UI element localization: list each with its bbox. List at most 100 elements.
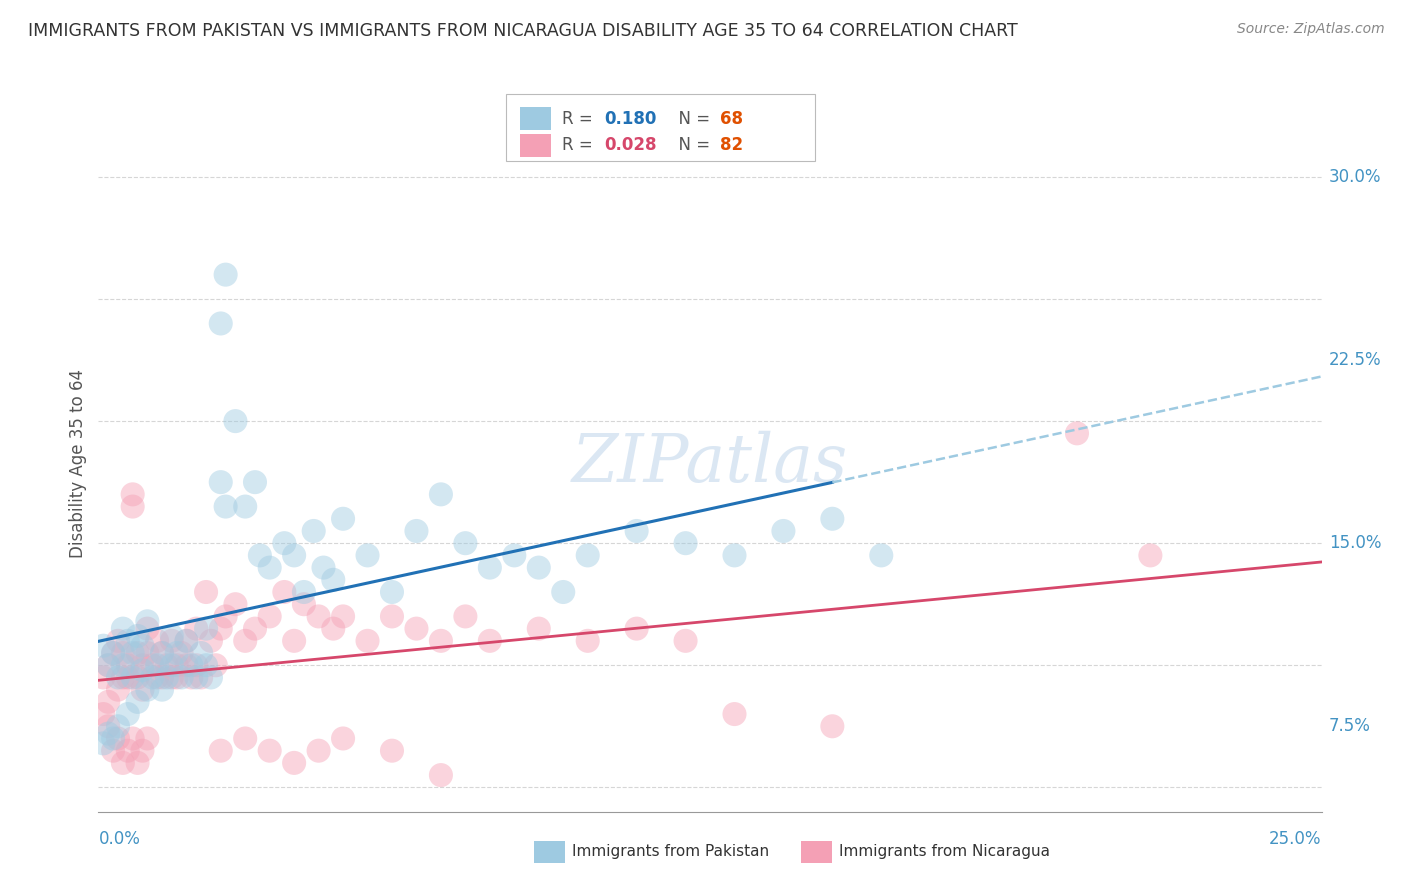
Point	[127, 756, 149, 770]
Point	[111, 622, 134, 636]
Point	[332, 609, 354, 624]
Point	[160, 629, 183, 643]
Point	[146, 670, 169, 684]
Point	[195, 622, 218, 636]
Point	[131, 682, 153, 697]
Text: 82: 82	[720, 136, 742, 154]
Point	[111, 670, 134, 684]
Point	[160, 670, 183, 684]
Point	[136, 682, 159, 697]
Point	[273, 585, 295, 599]
Text: 68: 68	[720, 110, 742, 128]
Point	[356, 633, 378, 648]
Point	[224, 414, 246, 428]
Point	[176, 658, 198, 673]
Point	[259, 744, 281, 758]
Point	[626, 622, 648, 636]
Point	[121, 487, 143, 501]
Point	[821, 719, 844, 733]
Point	[233, 500, 256, 514]
Point	[186, 658, 208, 673]
Text: IMMIGRANTS FROM PAKISTAN VS IMMIGRANTS FROM NICARAGUA DISABILITY AGE 35 TO 64 CO: IMMIGRANTS FROM PAKISTAN VS IMMIGRANTS F…	[28, 22, 1018, 40]
Point	[176, 633, 198, 648]
Text: 25.0%: 25.0%	[1270, 830, 1322, 847]
Point	[430, 487, 453, 501]
Point	[176, 633, 198, 648]
Point	[91, 670, 114, 684]
Point	[97, 719, 120, 733]
Text: 0.028: 0.028	[605, 136, 657, 154]
Point	[107, 719, 129, 733]
Text: 7.5%: 7.5%	[1329, 717, 1371, 735]
Point	[723, 549, 745, 563]
Point	[111, 756, 134, 770]
Point	[292, 585, 315, 599]
Point	[121, 500, 143, 514]
Point	[405, 622, 427, 636]
Point	[131, 639, 153, 653]
Point	[146, 633, 169, 648]
Point	[195, 658, 218, 673]
Y-axis label: Disability Age 35 to 64: Disability Age 35 to 64	[69, 369, 87, 558]
Point	[405, 524, 427, 538]
Point	[322, 622, 344, 636]
Point	[150, 670, 173, 684]
Point	[107, 670, 129, 684]
Point	[308, 744, 330, 758]
Point	[292, 597, 315, 611]
Point	[136, 646, 159, 660]
Point	[111, 658, 134, 673]
Point	[121, 670, 143, 684]
Point	[127, 670, 149, 684]
Text: 30.0%: 30.0%	[1329, 168, 1381, 186]
Point	[101, 731, 124, 746]
Point	[150, 682, 173, 697]
Point	[772, 524, 794, 538]
Point	[576, 549, 599, 563]
Point	[675, 536, 697, 550]
Text: Immigrants from Pakistan: Immigrants from Pakistan	[572, 845, 769, 859]
Point	[243, 475, 266, 490]
Point	[454, 536, 477, 550]
Point	[136, 731, 159, 746]
Point	[131, 658, 153, 673]
Point	[91, 736, 114, 750]
Point	[150, 646, 173, 660]
Point	[214, 268, 236, 282]
Point	[527, 622, 550, 636]
Point	[1066, 426, 1088, 441]
Point	[576, 633, 599, 648]
Point	[166, 670, 188, 684]
Point	[160, 633, 183, 648]
Text: N =: N =	[668, 110, 716, 128]
Point	[322, 573, 344, 587]
Point	[214, 500, 236, 514]
Point	[111, 646, 134, 660]
Text: 15.0%: 15.0%	[1329, 534, 1381, 552]
Point	[107, 682, 129, 697]
Point	[156, 670, 179, 684]
Point	[209, 475, 232, 490]
Point	[870, 549, 893, 563]
Point	[97, 695, 120, 709]
Point	[675, 633, 697, 648]
Point	[209, 744, 232, 758]
Point	[166, 646, 188, 660]
Point	[131, 663, 153, 677]
Text: N =: N =	[668, 136, 716, 154]
Point	[166, 658, 188, 673]
Point	[332, 512, 354, 526]
Point	[356, 549, 378, 563]
Text: Source: ZipAtlas.com: Source: ZipAtlas.com	[1237, 22, 1385, 37]
Point	[430, 633, 453, 648]
Text: R =: R =	[562, 110, 599, 128]
Point	[91, 707, 114, 722]
Point	[209, 622, 232, 636]
Point	[200, 633, 222, 648]
Point	[233, 731, 256, 746]
Point	[478, 633, 501, 648]
Point	[127, 695, 149, 709]
Point	[503, 549, 526, 563]
Point	[121, 646, 143, 660]
Point	[117, 633, 139, 648]
